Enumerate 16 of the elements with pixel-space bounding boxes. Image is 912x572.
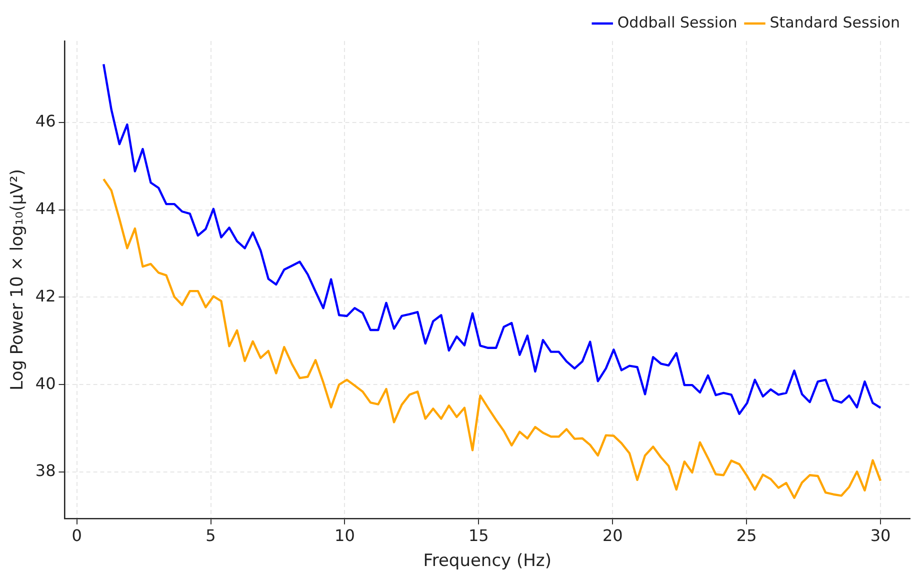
y-tick-label: 44	[35, 198, 56, 218]
x-tick-label: 30	[870, 526, 891, 546]
x-tick-label: 5	[206, 526, 216, 546]
x-tick-label: 20	[602, 526, 623, 546]
x-axis-title: Frequency (Hz)	[423, 551, 552, 572]
legend-label: Oddball Session	[617, 13, 738, 32]
x-tick-label: 10	[334, 526, 355, 546]
y-tick-label: 42	[35, 286, 56, 306]
x-tick-label: 15	[468, 526, 489, 546]
legend-label: Standard Session	[770, 13, 900, 32]
y-tick-label: 46	[35, 111, 56, 130]
y-axis-title: Log Power 10 × log₁₀(μV²)	[8, 169, 28, 390]
x-tick-label: 25	[736, 526, 757, 546]
y-tick-label: 40	[35, 374, 56, 393]
y-tick-label: 38	[35, 461, 56, 480]
x-tick-label: 0	[72, 526, 82, 546]
